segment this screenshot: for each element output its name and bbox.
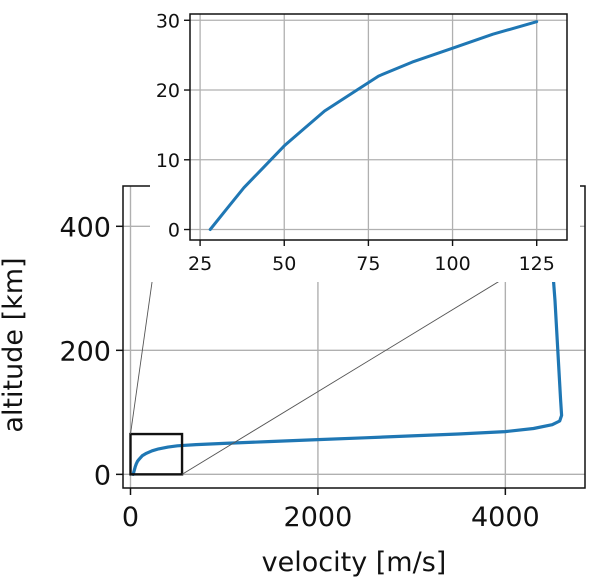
inset-x-tick-label: 75 [356,253,380,275]
y-axis-label: altitude [km] [0,257,29,432]
main-series-line [131,206,564,476]
inset-y-tick-label: 30 [156,10,180,32]
main-ticks: 0 2000 4000 0 200 400 [59,212,539,533]
inset-y-tick-label: 10 [156,150,180,172]
zoom-box [129,432,184,476]
inset-x-tick-label: 50 [272,253,296,275]
inset-y-tick-label: 0 [168,220,180,242]
main-series [131,206,564,476]
inset-x-tick-label: 25 [188,253,212,275]
inset-series-line [208,20,539,231]
main-x-tick-label: 0 [122,502,139,533]
x-axis-label: velocity [m/s] [262,547,447,578]
inset-plot-frame [189,13,568,241]
inset-x-tick-label: 100 [434,253,470,275]
inset-y-tick-label: 20 [156,80,180,102]
inset-x-tick-label: 125 [519,253,555,275]
inset-background [150,0,580,282]
main-y-tick-label: 200 [59,336,111,367]
inset-ticks: 25 50 75 100 125 0 10 20 30 [156,10,555,275]
inset-series [208,20,539,231]
main-y-tick-label: 400 [59,212,111,243]
inset-grid [190,14,567,240]
main-y-tick-label: 0 [94,460,111,491]
main-x-tick-label: 4000 [471,502,540,533]
zoom-rectangle [129,432,184,476]
main-x-tick-label: 2000 [284,502,353,533]
